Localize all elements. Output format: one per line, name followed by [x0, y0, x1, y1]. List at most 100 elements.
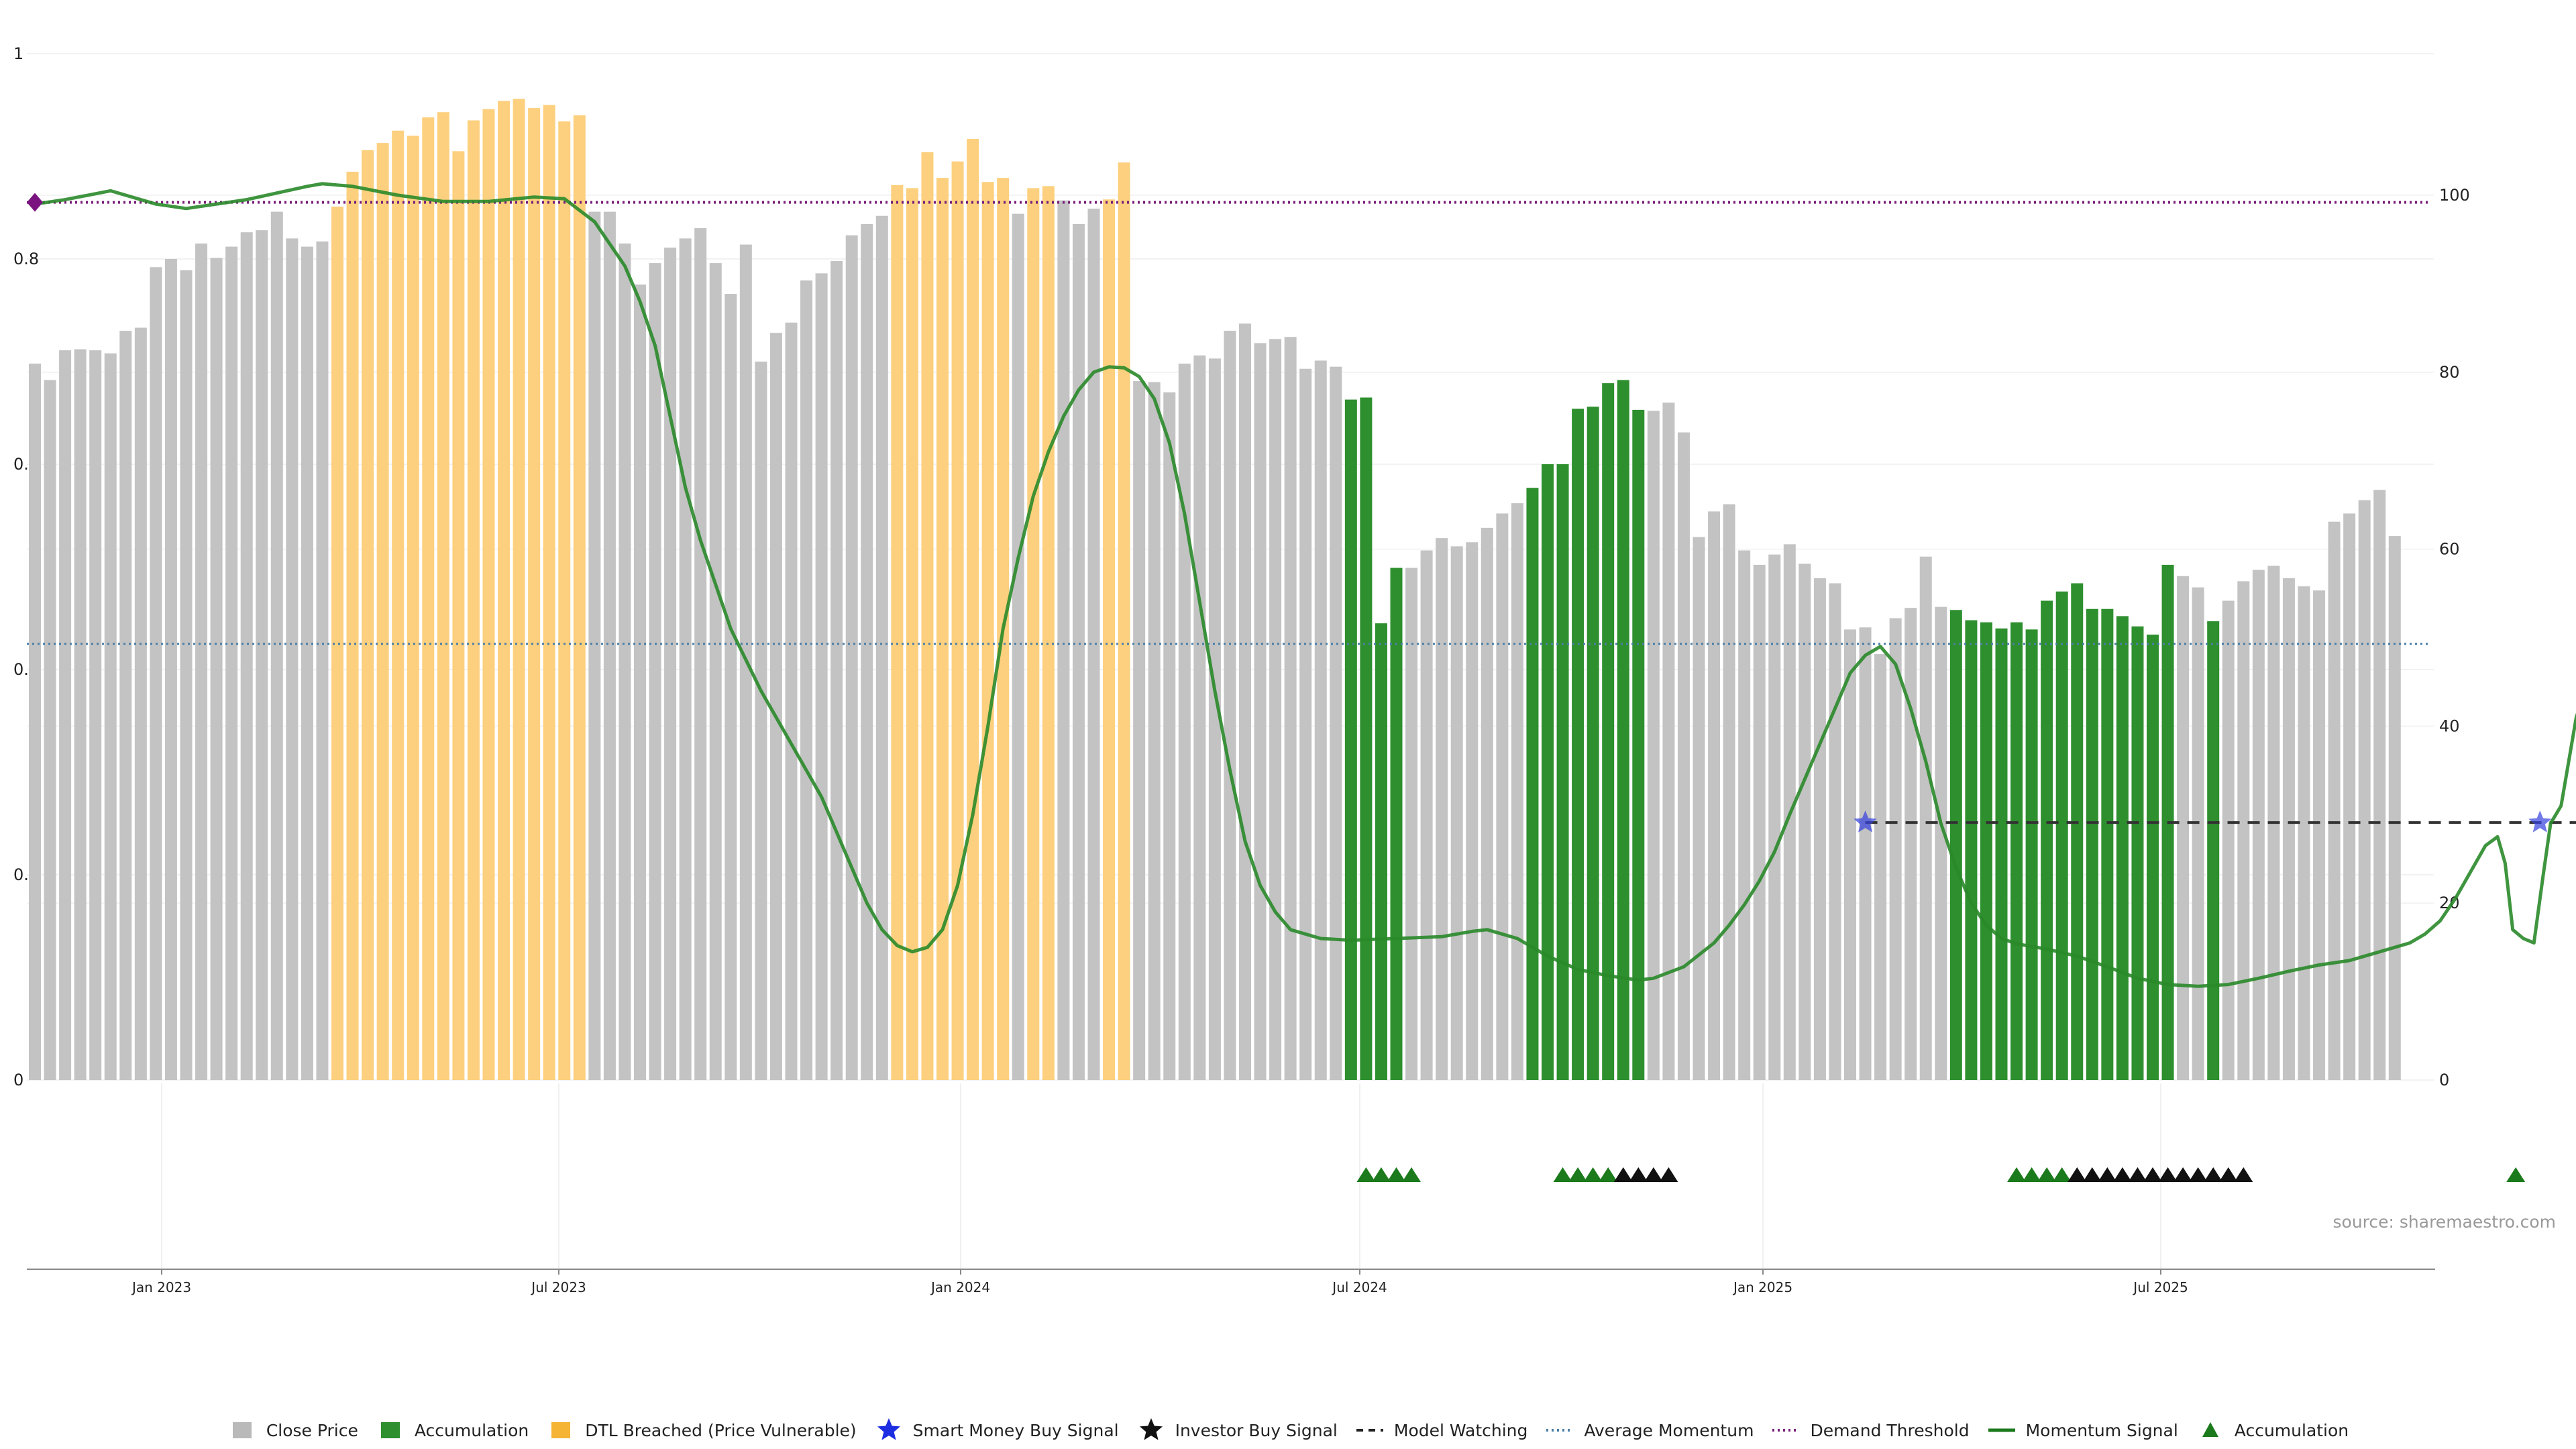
close-price-bar: [845, 235, 858, 1080]
dtl-breached-bar: [951, 161, 964, 1080]
close-price-bar: [1224, 331, 1236, 1081]
close-price-bar: [1708, 511, 1721, 1080]
close-price-bar: [44, 380, 56, 1080]
close-price-bar: [1768, 554, 1781, 1080]
dtl-breached-bar: [1118, 162, 1130, 1081]
left-axis-tick-label: 0.8: [13, 250, 39, 268]
accumulation-bar: [2147, 634, 2159, 1080]
close-price-bar: [1163, 392, 1176, 1080]
close-price-bar: [2192, 587, 2204, 1080]
close-price-bar: [1436, 538, 1448, 1080]
close-price-bar: [2282, 578, 2295, 1080]
close-price-bar: [270, 211, 283, 1080]
legend-swatch-star: [1139, 1418, 1163, 1440]
legend-item: Accumulation: [2196, 1418, 2349, 1442]
dtl-breached-bar: [467, 120, 480, 1081]
close-price-bar: [1904, 608, 1917, 1080]
close-price-bar: [1057, 200, 1070, 1080]
accumulation-marker-green: [2037, 1167, 2057, 1182]
close-price-bar: [1330, 366, 1342, 1080]
dtl-breached-bar: [392, 130, 405, 1080]
dtl-breached-bar: [482, 109, 495, 1080]
x-axis-tick-label: Jan 2023: [131, 1279, 191, 1295]
accumulation-marker-black: [2188, 1167, 2208, 1182]
source-note: source: sharemaestro.com: [2333, 1212, 2557, 1232]
legend-label: Close Price: [266, 1420, 358, 1440]
legend-label: Investor Buy Signal: [1175, 1420, 1338, 1440]
legend-label: Accumulation: [414, 1420, 529, 1440]
legend-swatch-dot: [1772, 1429, 1800, 1432]
accumulation-bar: [1542, 464, 1554, 1080]
close-price-bar: [649, 263, 661, 1080]
legend-item: Model Watching: [1355, 1418, 1527, 1442]
dtl-breached-bar: [543, 105, 555, 1080]
accumulation-bar: [2041, 600, 2053, 1080]
legend-swatch-square: [380, 1422, 400, 1438]
legend-item: Investor Buy Signal: [1136, 1418, 1338, 1442]
close-price-bar: [2388, 536, 2401, 1080]
dtl-breached-bar: [967, 138, 979, 1081]
close-price-bar: [2373, 490, 2386, 1080]
accumulation-bar: [1617, 380, 1629, 1080]
close-price-bar: [134, 327, 147, 1080]
accumulation-marker-green: [1553, 1167, 1572, 1182]
close-price-bar: [1889, 618, 1902, 1080]
close-price-bar: [1799, 564, 1811, 1080]
x-axis-tick-label: Jan 2025: [1732, 1279, 1792, 1295]
accumulation-bar: [1980, 622, 1992, 1080]
accumulation-marker-black: [1644, 1167, 1663, 1182]
accumulation-bar: [2025, 629, 2038, 1080]
dtl-breached-bar: [936, 178, 949, 1080]
close-price-bar: [694, 228, 707, 1081]
dtl-breached-bar: [331, 206, 343, 1081]
accumulation-marker-black: [2218, 1167, 2238, 1182]
accumulation-bar: [1587, 407, 1599, 1080]
dtl-breached-bar: [513, 99, 525, 1080]
dtl-breached-bar: [346, 171, 359, 1081]
close-price-bar: [1284, 337, 1297, 1080]
close-price-bar: [316, 241, 329, 1080]
accumulation-marker-black: [1629, 1167, 1648, 1182]
dtl-breached-bar: [981, 182, 994, 1080]
close-price-bar: [29, 364, 41, 1080]
dtl-breached-bar: [437, 112, 449, 1081]
accumulation-marker-green: [1568, 1167, 1588, 1182]
legend-swatch-dot: [1546, 1429, 1574, 1432]
legend-item: Average Momentum: [1545, 1418, 1754, 1442]
right-axis-tick-label: 80: [2439, 363, 2460, 382]
close-price-bar: [1420, 550, 1433, 1080]
close-price-bar: [1738, 550, 1751, 1080]
dtl-breached-bar: [921, 152, 934, 1080]
dtl-breached-bar: [906, 188, 918, 1081]
accumulation-bar: [1556, 464, 1569, 1080]
close-price-bar: [240, 232, 253, 1081]
x-axis-tick-label: Jan 2024: [930, 1279, 990, 1295]
close-price-bar: [1193, 355, 1206, 1080]
dtl-breached-bar: [528, 108, 541, 1081]
left-axis-tick-label: 1: [13, 44, 23, 63]
accumulation-marker-green: [1356, 1167, 1376, 1182]
dtl-breached-bar: [376, 143, 389, 1081]
accumulation-marker-black: [2143, 1167, 2162, 1182]
accumulation-marker-green: [1371, 1167, 1391, 1182]
accumulation-bar: [1344, 399, 1357, 1080]
legend-swatch-square: [551, 1422, 571, 1438]
accumulation-marker-green: [2007, 1167, 2027, 1182]
legend-swatch-shape: [232, 1422, 252, 1438]
accumulation-marker-green: [1583, 1167, 1603, 1182]
legend-swatch-shape: [380, 1422, 400, 1438]
close-price-bar: [1254, 343, 1267, 1081]
smart-money-buy-signal-star: [2528, 810, 2552, 833]
close-price-bar: [1208, 358, 1221, 1081]
dtl-breached-bar: [498, 101, 511, 1080]
close-price-bar: [664, 248, 677, 1080]
legend-swatch-triangle: [2202, 1422, 2218, 1437]
close-price-bar: [150, 267, 162, 1080]
accumulation-marker-black: [2234, 1167, 2253, 1182]
close-price-bar: [1239, 323, 1251, 1080]
dtl-breached-bar: [1042, 186, 1055, 1080]
accumulation-marker-black: [1613, 1167, 1633, 1182]
close-price-bar: [1723, 504, 1735, 1080]
close-price-bar: [1919, 556, 1932, 1080]
